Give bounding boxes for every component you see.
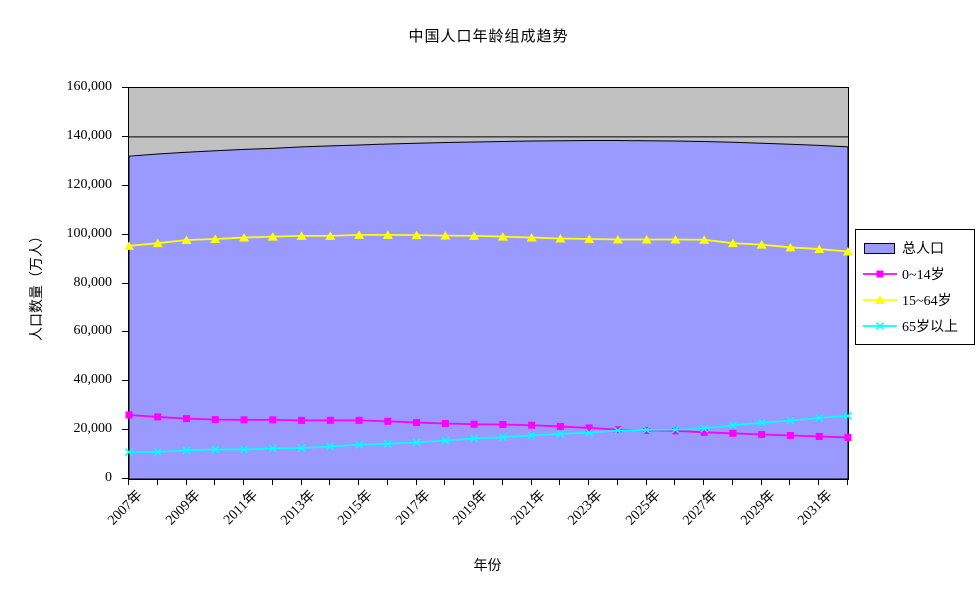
x-tick-mark xyxy=(300,480,302,485)
y-tick-label: 100,000 xyxy=(66,225,113,241)
x-tick-mark xyxy=(386,480,388,485)
y-tick-mark xyxy=(122,135,128,137)
x-tick-label: 2007年 xyxy=(105,488,146,529)
legend-item-2: 15~64岁 xyxy=(863,287,972,313)
x-tick-mark xyxy=(645,480,647,485)
y-tick-mark xyxy=(122,380,128,382)
x-tick-mark xyxy=(501,480,503,485)
y-tick-mark xyxy=(122,282,128,284)
x-tick-mark xyxy=(358,480,360,485)
y-tick-label: 120,000 xyxy=(66,176,113,192)
x-tick-label: 2021年 xyxy=(507,488,549,529)
legend: 总人口 0~14岁 15~64岁 65岁以上 xyxy=(855,229,975,345)
y-tick-label: 0 xyxy=(105,470,112,485)
x-tick-mark xyxy=(703,480,705,485)
x-tick-label: 2009年 xyxy=(162,488,204,529)
x-tick-mark xyxy=(847,480,848,485)
x-tick-mark xyxy=(444,480,446,485)
legend-label: 65岁以上 xyxy=(902,320,958,335)
x-tick-mark xyxy=(731,480,733,485)
y-axis-title: 人口数量（万人） xyxy=(30,229,45,341)
x-tick-mark xyxy=(156,480,158,485)
legend-item-0: 总人口 xyxy=(863,235,972,261)
series-area-总人口 xyxy=(128,140,849,480)
series-line-0~14岁 xyxy=(128,414,849,439)
x-tick-mark xyxy=(329,480,331,485)
y-tick-label: 140,000 xyxy=(66,127,113,143)
x-tick-mark xyxy=(818,480,820,485)
x-tick-mark xyxy=(271,480,273,485)
x-tick-mark xyxy=(128,480,129,485)
y-tick-label: 40,000 xyxy=(73,372,113,388)
x-tick-mark xyxy=(588,480,590,485)
y-tick-label: 160,000 xyxy=(66,79,113,94)
x-tick-label: 2023年 xyxy=(565,488,606,529)
y-tick-mark xyxy=(122,184,128,186)
y-tick-label: 80,000 xyxy=(73,274,113,290)
x-tick-mark xyxy=(674,480,676,485)
legend-item-3: 65岁以上 xyxy=(863,313,972,339)
x-tick-label: 2029年 xyxy=(738,488,779,529)
x-tick-mark xyxy=(559,480,561,485)
x-tick-mark xyxy=(243,480,245,485)
x-tick-mark xyxy=(473,480,475,485)
series-line-15~64岁 xyxy=(128,233,849,253)
x-tick-mark xyxy=(789,480,791,485)
x-tick-label: 2013年 xyxy=(277,488,319,529)
x-axis-title: 年份 xyxy=(473,559,502,574)
x-tick-label: 2011年 xyxy=(220,488,261,528)
x-tick-mark xyxy=(616,480,618,485)
y-tick-mark xyxy=(122,331,128,333)
y-tick-mark xyxy=(122,233,128,235)
legend-item-1: 0~14岁 xyxy=(863,261,972,287)
x-tick-label: 2027年 xyxy=(680,488,721,529)
series-line-65岁以上 xyxy=(128,415,849,454)
y-tick-mark xyxy=(122,87,128,88)
legend-label: 总人口 xyxy=(902,242,944,257)
y-tick-label: 60,000 xyxy=(73,323,113,339)
y-tick-mark xyxy=(122,478,128,479)
legend-label: 0~14岁 xyxy=(902,268,945,283)
legend-line-marker-icon xyxy=(863,270,897,278)
x-tick-label: 2025年 xyxy=(622,488,664,529)
x-tick-label: 2019年 xyxy=(450,488,491,529)
x-tick-label: 2017年 xyxy=(392,488,434,529)
legend-label: 15~64岁 xyxy=(902,294,952,309)
y-tick-label: 20,000 xyxy=(73,421,113,437)
plot-series-graphics xyxy=(124,136,853,480)
chart-title: 中国人口年龄组成趋势 xyxy=(408,29,569,45)
x-tick-mark xyxy=(415,480,417,485)
legend-line-marker-icon xyxy=(863,321,897,331)
x-tick-mark xyxy=(214,480,216,485)
plot-area xyxy=(124,87,853,480)
legend-area-swatch-icon xyxy=(864,243,895,254)
legend-line-marker-icon xyxy=(863,295,897,304)
x-tick-mark xyxy=(185,480,187,485)
x-tick-label: 2015年 xyxy=(335,488,376,529)
x-tick-mark xyxy=(530,480,532,485)
y-tick-mark xyxy=(122,429,128,431)
x-tick-label: 2031年 xyxy=(795,488,836,529)
x-tick-mark xyxy=(760,480,762,485)
